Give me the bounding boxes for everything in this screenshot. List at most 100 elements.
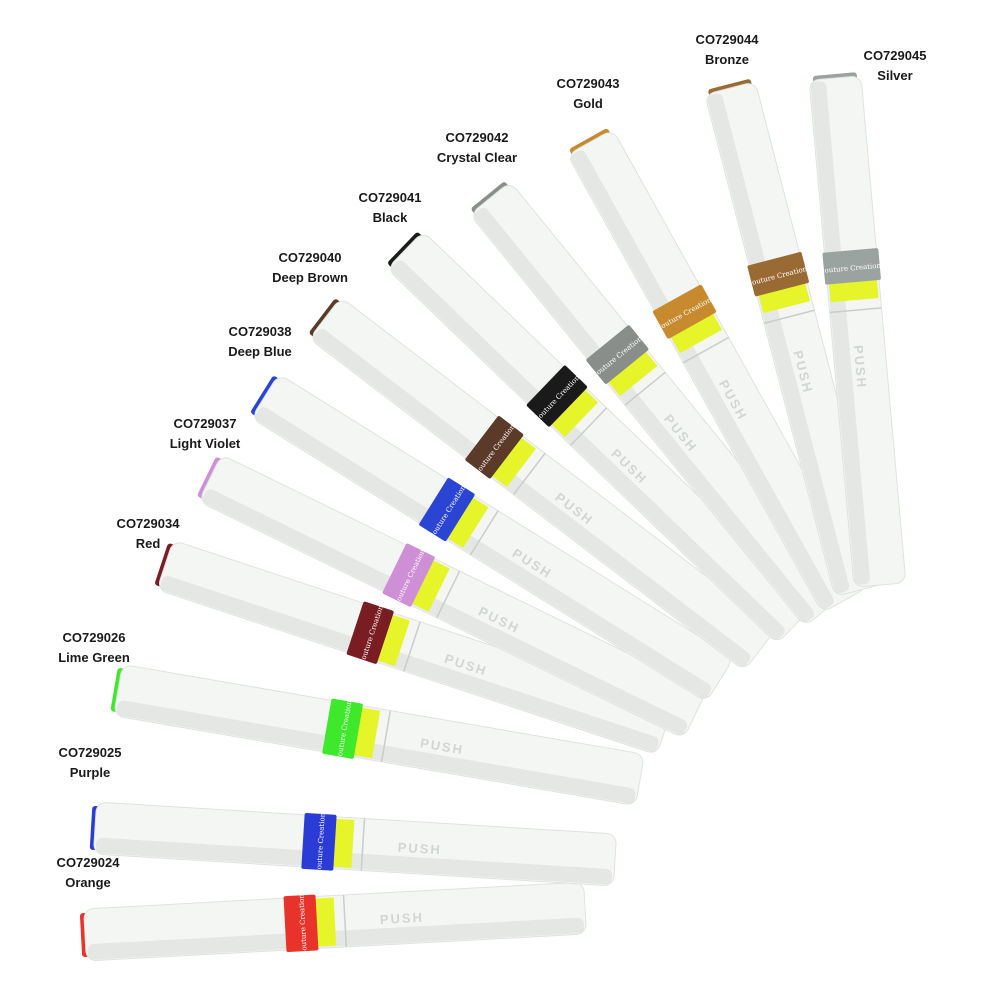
pen-shading: [87, 917, 585, 960]
pen-label: CO729045 Silver: [864, 46, 927, 86]
push-text: PUSH: [851, 344, 870, 389]
lime-ring: [670, 312, 722, 354]
lime-ring: [550, 388, 599, 437]
pen-code: CO729025: [58, 745, 122, 760]
pen-label: CO729025 Purple: [59, 743, 122, 783]
pen-barrel: [312, 300, 773, 668]
lime-ring: [375, 614, 411, 667]
pen-color-name: Purple: [69, 765, 111, 780]
pen-barrel: [254, 377, 731, 699]
pen-code: CO729044: [695, 32, 759, 47]
pen-barrel: [473, 185, 842, 623]
pen-label: CO729043 Gold: [557, 74, 620, 114]
pen-color-name: Red: [135, 536, 161, 551]
pen-color-name: Gold: [573, 96, 603, 111]
band-logo-text: Couture Creations: [297, 890, 309, 956]
pen-color-name: Orange: [65, 875, 111, 890]
pen-label: CO729044 Bronze: [696, 30, 759, 70]
pen-label: CO729040 Deep Brown: [272, 248, 348, 288]
pen-barrel: [201, 457, 704, 736]
color-band: [322, 698, 363, 759]
pen-color-name: Lime Green: [58, 650, 130, 665]
pen-barrel: [390, 234, 810, 641]
color-band: [526, 365, 588, 427]
barrel-joint: [436, 570, 461, 619]
lime-ring: [758, 281, 810, 314]
pen-shading: [810, 81, 870, 585]
pen-shading: [571, 150, 834, 609]
pen-shading: [707, 93, 850, 594]
pen-code: CO729043: [556, 76, 620, 91]
lime-ring: [313, 897, 337, 947]
pen-label: CO729037 Light Violet: [170, 414, 241, 454]
barrel-joint: [682, 336, 729, 364]
pen-shading: [313, 329, 751, 667]
color-band: [586, 325, 649, 384]
lime-ring: [410, 559, 450, 612]
lime-ring: [490, 436, 536, 487]
color-band: [465, 416, 524, 479]
barrel-joint: [342, 894, 348, 947]
pen-shading: [391, 260, 785, 640]
pen-color-name: Bronze: [704, 52, 750, 67]
pen-code: CO729045: [863, 48, 927, 63]
pen-shading: [95, 837, 613, 885]
pen-label: CO729024 Orange: [57, 853, 120, 893]
pen-code: CO729037: [173, 416, 237, 431]
pen-color-name: Deep Brown: [272, 270, 348, 285]
barrel-joint: [624, 371, 666, 406]
pen-color-name: Deep Blue: [228, 344, 292, 359]
pen-color-name: Silver: [877, 68, 913, 83]
pen-code: CO729042: [445, 130, 509, 145]
color-band: [419, 478, 475, 542]
color-band: [346, 601, 394, 664]
color-band: [652, 284, 717, 339]
barrel-joint: [403, 621, 421, 672]
pen-shading: [116, 700, 636, 804]
pen-shading: [474, 207, 815, 622]
pen-shading: [160, 576, 659, 752]
color-band: [382, 543, 435, 607]
barrel-joint: [380, 710, 392, 762]
color-band: [747, 252, 809, 297]
pen-code: CO729041: [358, 190, 422, 205]
color-band: [283, 894, 319, 953]
lime-ring: [446, 496, 489, 548]
barrel-joint: [570, 407, 608, 446]
pen-color-name: Light Violet: [169, 436, 241, 451]
color-band: [301, 812, 337, 871]
color-band: [822, 248, 881, 285]
barrel-joint: [469, 510, 499, 556]
push-text: PUSH: [419, 735, 465, 757]
pen: Couture Creations PUSH: [79, 882, 587, 961]
pen-code: CO729038: [228, 324, 292, 339]
lime-ring: [607, 350, 658, 397]
pen-shading: [202, 489, 688, 735]
pen-label: CO729026 Lime Green: [58, 628, 130, 668]
barrel-joint: [512, 452, 546, 496]
pen-color-name: Crystal Clear: [436, 150, 518, 165]
pen-code: CO729024: [56, 855, 120, 870]
barrel-joint: [763, 309, 815, 325]
pen-code: CO729034: [116, 516, 180, 531]
pen-label: CO729042 Crystal Clear: [437, 128, 517, 168]
pen-label: CO729034 Red: [117, 514, 180, 554]
lime-ring: [829, 278, 879, 303]
pen-color-name: Black: [372, 210, 408, 225]
lime-ring: [331, 818, 355, 868]
push-text: PUSH: [379, 910, 424, 927]
pen-shading: [255, 407, 712, 698]
